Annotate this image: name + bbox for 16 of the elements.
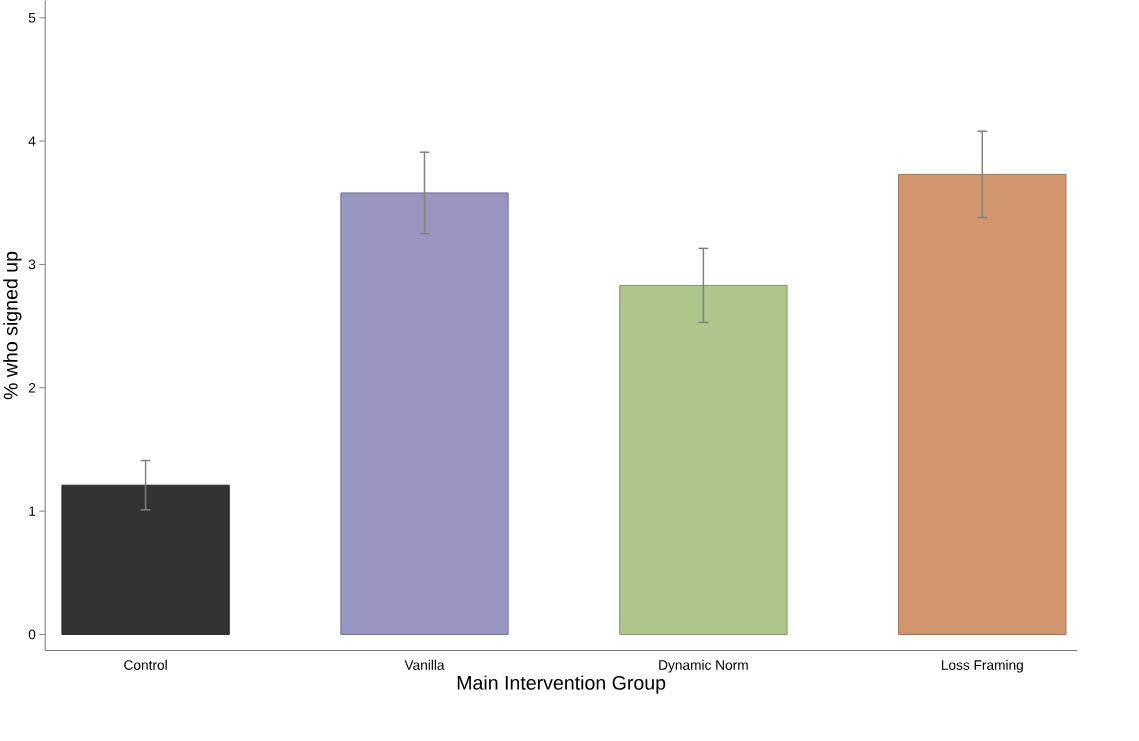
y-tick-label: 3 bbox=[28, 259, 36, 270]
x-tick-label: Vanilla bbox=[404, 660, 445, 671]
y-tick-label: 0 bbox=[28, 629, 36, 640]
y-tick-label: 5 bbox=[28, 13, 36, 23]
bar bbox=[898, 174, 1067, 636]
bar bbox=[340, 192, 509, 636]
x-tick-label: Loss Framing bbox=[941, 660, 1023, 673]
bar bbox=[61, 484, 230, 636]
y-tick-label: 2 bbox=[28, 383, 36, 393]
y-axis-title: % who signed up bbox=[3, 252, 22, 400]
x-axis-title: Main Intervention Group bbox=[457, 675, 666, 694]
bar bbox=[619, 285, 788, 636]
x-tick-label: Dynamic Norm bbox=[659, 660, 748, 673]
y-tick-label: 1 bbox=[29, 506, 36, 517]
y-tick-label: 4 bbox=[28, 136, 36, 147]
x-tick-label: Control bbox=[124, 660, 167, 671]
